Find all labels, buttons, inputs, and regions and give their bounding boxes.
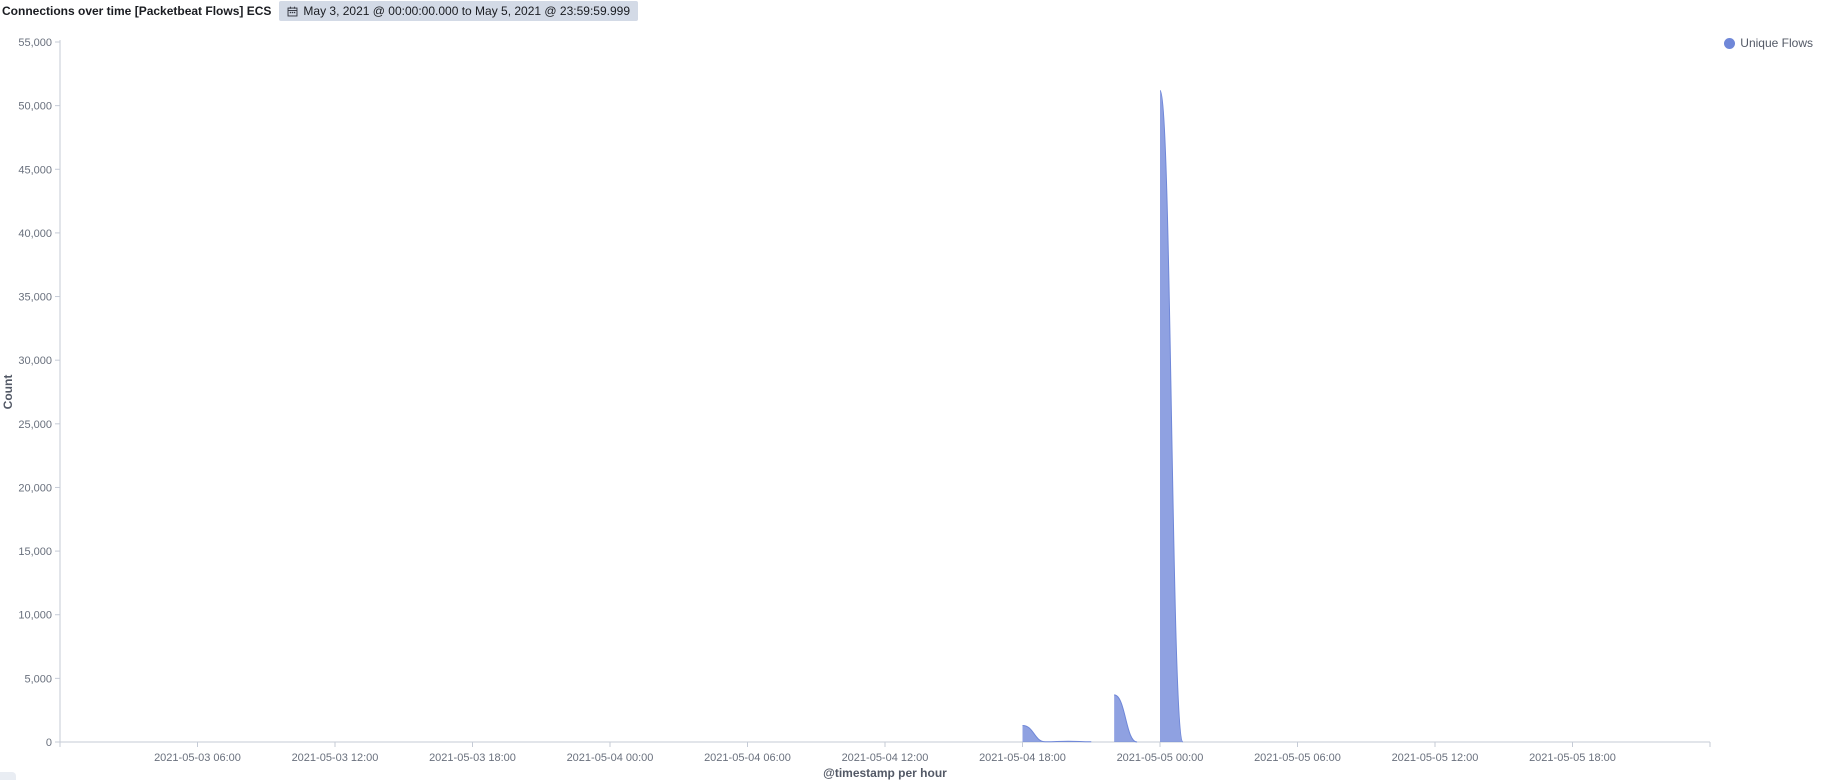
x-tick-label: 2021-05-03 12:00 — [292, 752, 379, 764]
legend-swatch — [1724, 37, 1736, 49]
y-tick-label: 40,000 — [18, 228, 52, 240]
x-tick-label: 2021-05-04 12:00 — [842, 752, 929, 764]
time-range-text: May 3, 2021 @ 00:00:00.000 to May 5, 202… — [303, 4, 630, 18]
y-tick-label: 10,000 — [18, 610, 52, 622]
y-tick-label: 30,000 — [18, 355, 52, 367]
y-axis-title: Count — [1, 375, 15, 410]
x-tick-label: 2021-05-05 12:00 — [1392, 752, 1479, 764]
time-range-badge[interactable]: May 3, 2021 @ 00:00:00.000 to May 5, 202… — [279, 1, 638, 21]
x-tick-label: 2021-05-03 06:00 — [154, 752, 241, 764]
x-axis-title: @timestamp per hour — [823, 766, 947, 780]
y-tick-label: 55,000 — [18, 37, 52, 49]
x-tick-label: 2021-05-05 18:00 — [1529, 752, 1616, 764]
y-tick-label: 0 — [46, 737, 52, 749]
calendar-icon — [287, 6, 298, 16]
y-tick-label: 5,000 — [24, 673, 52, 685]
x-tick-label: 2021-05-04 18:00 — [979, 752, 1066, 764]
area-segment — [1022, 725, 1092, 742]
y-tick-label: 15,000 — [18, 546, 52, 558]
panel-resize-tab[interactable] — [0, 772, 16, 780]
y-tick-label: 50,000 — [18, 101, 52, 113]
x-tick-label: 2021-05-04 06:00 — [704, 752, 791, 764]
x-tick-label: 2021-05-04 00:00 — [567, 752, 654, 764]
series-line — [1113, 694, 1138, 743]
x-tick-label: 2021-05-05 06:00 — [1254, 752, 1341, 764]
series-line — [1022, 724, 1092, 743]
y-tick-label: 45,000 — [18, 164, 52, 176]
y-tick-label: 25,000 — [18, 419, 52, 431]
series-line — [1159, 89, 1184, 743]
x-tick-label: 2021-05-03 18:00 — [429, 752, 516, 764]
y-tick-label: 20,000 — [18, 482, 52, 494]
panel-header: Connections over time [Packetbeat Flows]… — [2, 1, 638, 21]
x-tick-label: 2021-05-05 00:00 — [1117, 752, 1204, 764]
legend-label: Unique Flows — [1740, 36, 1813, 50]
y-tick-label: 35,000 — [18, 292, 52, 304]
panel-title: Connections over time [Packetbeat Flows]… — [2, 4, 272, 18]
legend[interactable]: Unique Flows — [1724, 36, 1813, 50]
